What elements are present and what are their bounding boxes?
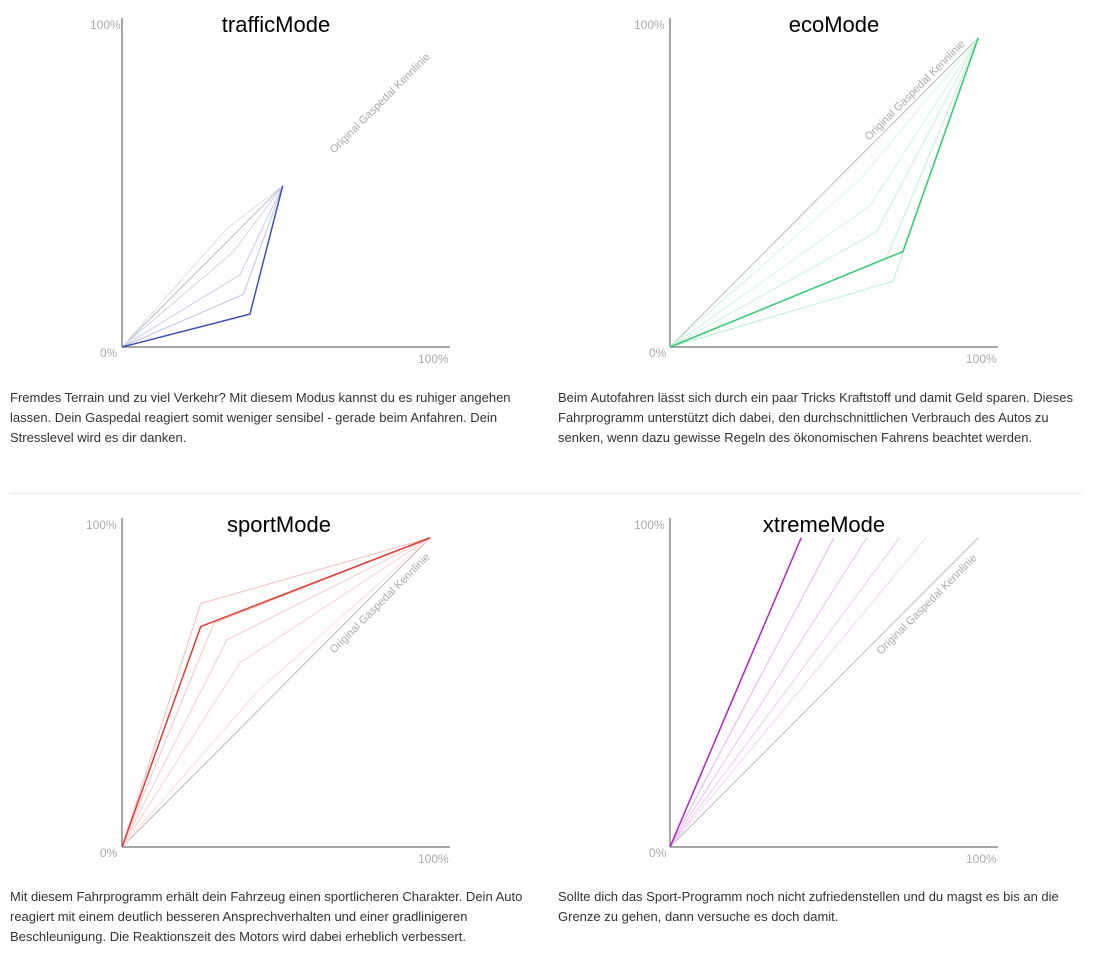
mode-curve — [121, 185, 284, 348]
origin-label: 0% — [100, 346, 118, 360]
baseline-curve — [669, 537, 979, 848]
chart-title: ecoMode — [789, 12, 880, 37]
baseline-label: Original Gaspedal Kennlinie — [328, 551, 433, 656]
baseline-label: Original Gaspedal Kennlinie — [863, 38, 968, 143]
origin-label: 0% — [100, 846, 118, 860]
mode-curve — [121, 537, 431, 848]
y-max-label: 100% — [90, 18, 121, 32]
baseline-curve — [669, 37, 979, 348]
intermediate-curve — [121, 185, 284, 348]
mode-description: Beim Autofahren lässt sich durch ein paa… — [558, 390, 1073, 445]
mode-description: Mit diesem Fahrprogramm erhält dein Fahr… — [10, 889, 523, 944]
intermediate-curve — [121, 185, 284, 348]
intermediate-curve — [121, 537, 431, 848]
intermediate-curve — [121, 537, 431, 848]
intermediate-curve — [669, 537, 868, 848]
eco-mode-chart: ecoMode 100% 0% 100% Original Gaspedal K… — [634, 12, 998, 366]
intermediate-curve — [121, 185, 284, 348]
y-max-label: 100% — [86, 518, 117, 532]
baseline-curve — [121, 537, 431, 848]
origin-label: 0% — [649, 846, 667, 860]
intermediate-curve — [669, 37, 979, 348]
chart-title: sportMode — [227, 512, 331, 537]
intermediate-curve — [669, 537, 927, 848]
origin-label: 0% — [649, 346, 667, 360]
intermediate-curve — [669, 37, 979, 348]
sport-mode-chart: sportMode 100% 0% 100% Original Gaspedal… — [86, 512, 450, 866]
xtreme-mode-chart: xtremeMode 100% 0% 100% Original Gaspeda… — [634, 512, 998, 866]
baseline-label: Original Gaspedal Kennlinie — [875, 552, 980, 657]
mode-description: Sollte dich das Sport-Programm noch nich… — [558, 889, 1059, 924]
chart-title: trafficMode — [222, 12, 330, 37]
intermediate-curve — [669, 537, 901, 848]
y-max-label: 100% — [634, 518, 665, 532]
baseline-curve — [121, 185, 284, 348]
x-max-label: 100% — [418, 852, 449, 866]
mode-curve — [669, 37, 980, 348]
x-max-label: 100% — [966, 852, 997, 866]
mode-description: Fremdes Terrain und zu viel Verkehr? Mit… — [10, 390, 511, 445]
x-max-label: 100% — [418, 352, 449, 366]
chart-title: xtremeMode — [763, 512, 885, 537]
x-max-label: 100% — [966, 352, 997, 366]
intermediate-curve — [121, 537, 431, 848]
intermediate-curve — [669, 37, 979, 348]
traffic-mode-chart: trafficMode 100% 0% 100% Original Gasped… — [90, 12, 450, 366]
intermediate-curve — [121, 185, 284, 348]
y-max-label: 100% — [634, 18, 665, 32]
intermediate-curve — [121, 537, 431, 848]
intermediate-curve — [669, 537, 835, 848]
baseline-label: Original Gaspedal Kennlinie — [328, 51, 433, 156]
mode-curve — [669, 537, 802, 848]
section-divider — [10, 493, 1082, 494]
